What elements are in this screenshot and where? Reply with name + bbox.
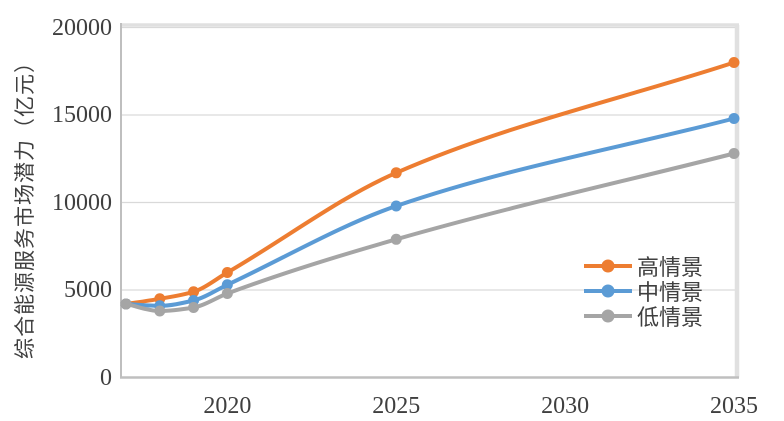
- data-point-1: [728, 113, 740, 124]
- data-point-0: [728, 57, 740, 68]
- data-point-2: [120, 298, 132, 310]
- line-marker-icon: [584, 309, 632, 322]
- x-tick-label: 2035: [710, 393, 758, 419]
- x-tick-label: 2025: [372, 393, 421, 419]
- data-point-0: [188, 286, 200, 298]
- legend: 高情景 中情景 低情景: [583, 253, 703, 330]
- data-point-2: [188, 302, 200, 313]
- line-marker-icon: [584, 259, 632, 272]
- legend-label: 高情景: [637, 254, 704, 280]
- data-point-1: [390, 200, 402, 212]
- data-point-2: [728, 148, 740, 159]
- legend-item-low: 低情景: [583, 303, 703, 330]
- data-point-1: [221, 279, 233, 291]
- x-tick-label: 2020: [203, 393, 252, 419]
- data-point-2: [154, 305, 166, 317]
- data-point-2: [390, 233, 402, 245]
- line-marker-icon: [584, 284, 632, 297]
- data-point-2: [221, 288, 233, 299]
- y-tick-label: 20000: [52, 14, 112, 41]
- legend-item-high: 高情景: [583, 253, 703, 280]
- data-point-0: [390, 167, 402, 179]
- y-tick-label: 10000: [52, 189, 112, 216]
- y-tick-label: 0: [100, 364, 112, 391]
- legend-label: 低情景: [637, 304, 704, 330]
- data-point-0: [221, 267, 233, 278]
- y-tick-label: 15000: [52, 102, 112, 128]
- legend-item-mid: 中情景: [583, 278, 703, 305]
- x-tick-label: 2030: [541, 393, 590, 419]
- legend-label: 中情景: [637, 279, 704, 305]
- y-tick-label: 5000: [64, 277, 112, 303]
